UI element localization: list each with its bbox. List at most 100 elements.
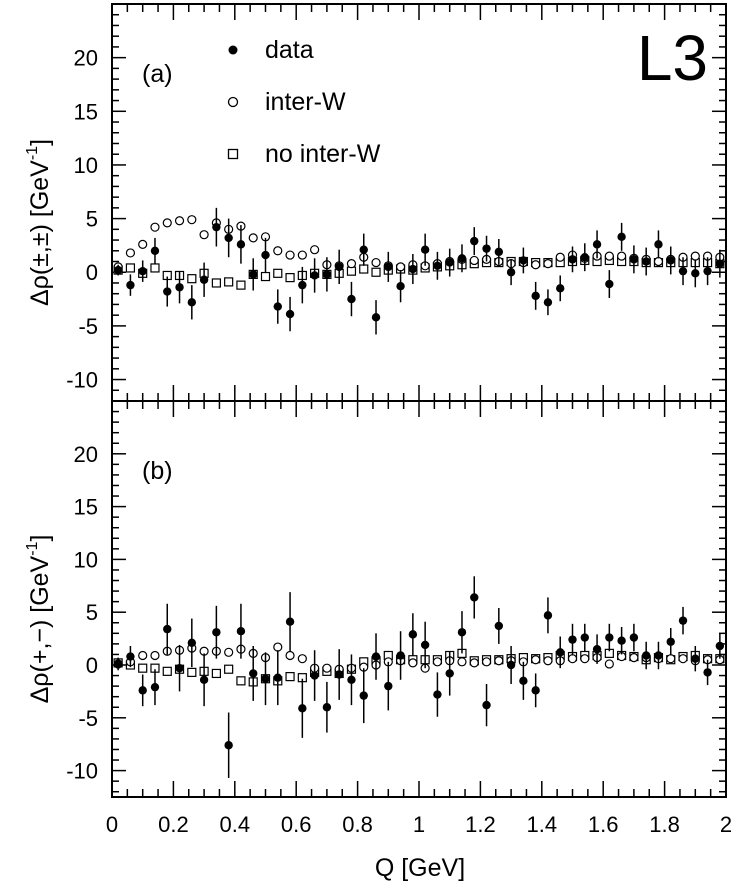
data-point bbox=[384, 681, 393, 691]
data-point bbox=[359, 691, 368, 700]
data-point bbox=[420, 640, 430, 650]
legend-label: inter-W bbox=[265, 88, 346, 116]
data-point bbox=[285, 309, 295, 319]
data-point bbox=[371, 313, 381, 322]
data-point bbox=[212, 628, 221, 637]
data-point bbox=[113, 659, 123, 669]
y-tick-label: 5 bbox=[86, 600, 98, 625]
panel-frame bbox=[111, 400, 727, 798]
inter-w-point bbox=[543, 656, 553, 666]
x-tick-label: 1 bbox=[413, 812, 425, 837]
legend-marker bbox=[227, 96, 239, 108]
data-point bbox=[273, 673, 282, 682]
x-axis: 0 0.2 0.4 0.6 0.8 1 1.2 1.4 1.6 1.8 2 bbox=[106, 812, 732, 837]
inter-w-point bbox=[604, 659, 614, 669]
inter-w-point bbox=[481, 657, 492, 667]
no-inter-w-point bbox=[359, 264, 369, 274]
data-point bbox=[691, 269, 700, 278]
data-point bbox=[703, 668, 712, 677]
legend-label: no inter-W bbox=[265, 140, 381, 168]
y-tick-label: -10 bbox=[66, 759, 98, 784]
inter-w-point bbox=[125, 248, 136, 258]
data-point bbox=[224, 233, 233, 243]
x-tick-label: 1.6 bbox=[588, 812, 619, 837]
data-point bbox=[175, 283, 184, 292]
legend-label: data bbox=[265, 36, 314, 64]
y-tick-label: 20 bbox=[74, 46, 98, 71]
data-point bbox=[519, 676, 528, 686]
no-inter-w-point bbox=[211, 668, 221, 679]
data-point bbox=[298, 704, 307, 713]
x-tick-label: 2 bbox=[720, 812, 732, 837]
inter-w-point bbox=[224, 647, 234, 657]
data-point bbox=[396, 651, 405, 660]
data-point bbox=[641, 651, 651, 660]
data-point bbox=[433, 261, 442, 271]
legend-marker bbox=[228, 45, 238, 55]
data-point bbox=[175, 663, 184, 673]
data-point bbox=[249, 669, 258, 678]
y-axis-title-close: ] bbox=[26, 535, 54, 542]
data-point bbox=[433, 690, 442, 699]
inter-w-point bbox=[371, 257, 381, 268]
no-inter-w-point bbox=[285, 273, 295, 283]
data-point bbox=[543, 611, 553, 620]
y-tick-label: 15 bbox=[74, 495, 98, 520]
x-tick-label: 1.8 bbox=[649, 812, 680, 837]
data-point bbox=[506, 660, 516, 670]
data-point bbox=[396, 281, 405, 291]
data-point bbox=[580, 253, 589, 262]
data-point bbox=[617, 232, 626, 242]
y-tick-label: -5 bbox=[78, 706, 98, 731]
legend-entry: inter-W bbox=[227, 88, 346, 116]
data-point bbox=[285, 617, 295, 626]
data-point bbox=[408, 630, 418, 639]
no-inter-w-point bbox=[138, 663, 148, 673]
inter-w-point bbox=[408, 658, 418, 668]
y-tick-label: 5 bbox=[86, 207, 98, 232]
inter-w-point bbox=[273, 642, 283, 652]
x-tick-label: 1.4 bbox=[527, 812, 558, 837]
data-point bbox=[592, 644, 602, 654]
inter-w-point bbox=[248, 233, 258, 243]
inter-w-point bbox=[138, 239, 148, 249]
inter-w-point bbox=[285, 250, 295, 260]
data-point bbox=[310, 671, 319, 680]
data-point bbox=[568, 635, 577, 644]
y-tick-label: 20 bbox=[74, 442, 98, 467]
inter-w-point bbox=[322, 663, 332, 673]
inter-w-point bbox=[273, 246, 283, 256]
inter-w-point bbox=[531, 260, 541, 270]
data-point bbox=[138, 266, 147, 276]
inter-w-point bbox=[432, 657, 443, 667]
panel-a: -10 -5 0 5 10 15 20 Δρ(±,±) [GeV-1] (a) bbox=[24, 3, 727, 402]
legend-entry: no inter-W bbox=[227, 140, 381, 168]
series-data bbox=[113, 576, 725, 778]
y-axis-title-sup: -1 bbox=[24, 541, 41, 555]
inter-w-point bbox=[653, 256, 664, 267]
y-tick-label: 10 bbox=[74, 547, 98, 572]
data-point bbox=[322, 703, 332, 712]
y-axis-title: Δρ(+,−) [GeV-1] bbox=[24, 535, 54, 704]
data-point bbox=[641, 257, 651, 266]
y-tick-label: -10 bbox=[66, 368, 98, 393]
inter-w-point bbox=[297, 654, 307, 664]
no-inter-w-point bbox=[211, 278, 221, 288]
data-point bbox=[334, 262, 344, 272]
legend-entry: data bbox=[228, 36, 314, 64]
y-axis-title-close: ] bbox=[26, 139, 54, 146]
data-point bbox=[666, 637, 675, 646]
no-inter-w-point bbox=[346, 266, 357, 276]
data-point bbox=[310, 271, 319, 280]
no-inter-w-point bbox=[224, 664, 234, 674]
inter-w-point bbox=[469, 658, 479, 668]
data-point bbox=[519, 256, 528, 265]
data-point bbox=[556, 284, 565, 293]
panel-tag: (a) bbox=[142, 60, 173, 88]
data-point bbox=[494, 621, 504, 631]
data-point bbox=[249, 270, 258, 279]
data-point bbox=[715, 259, 725, 268]
data-point bbox=[236, 240, 246, 249]
